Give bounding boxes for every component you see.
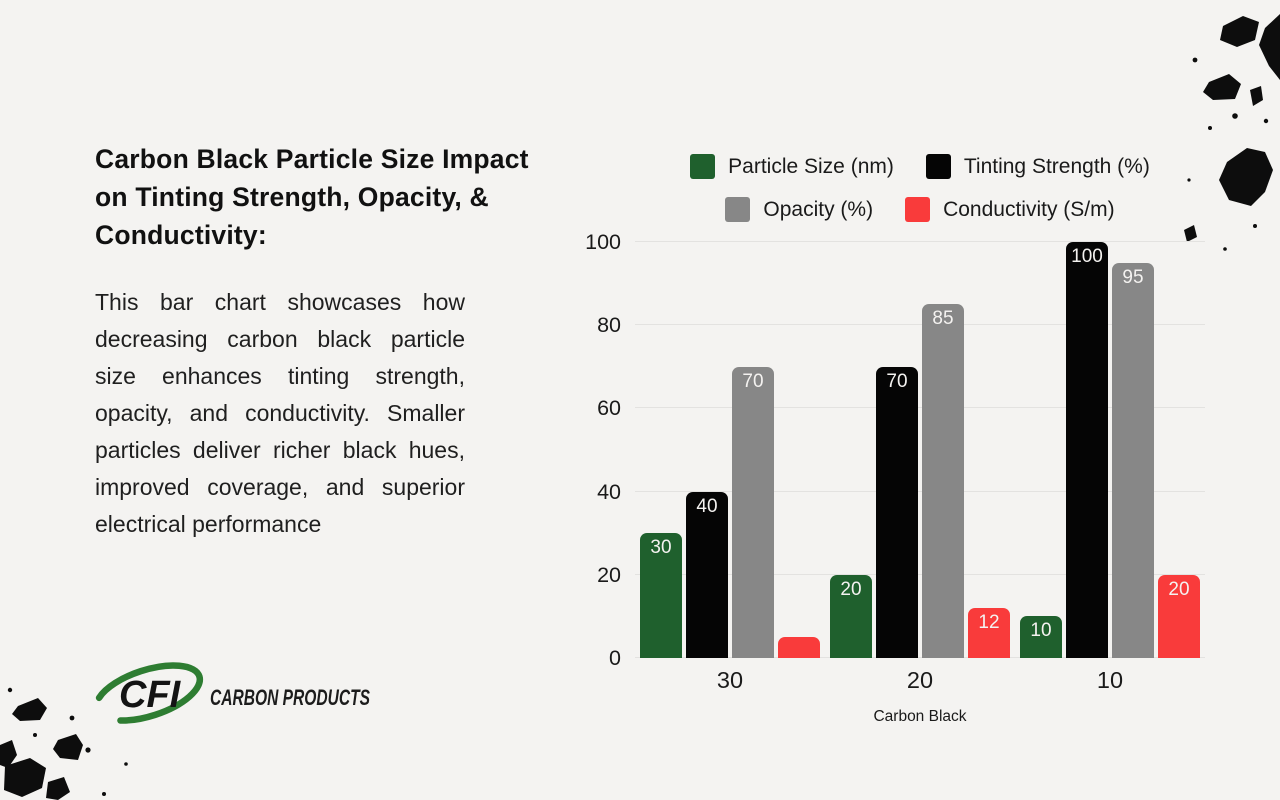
bar-value-label: 85 [932,308,954,330]
bar-value-label: 10 [1030,620,1052,642]
logo-swoosh-icon [92,662,204,724]
x-axis-title: Carbon Black [873,708,967,725]
bar-value-label: 30 [650,537,672,559]
bar-group-10: 10 100 95 20 [1020,242,1200,658]
bar-tinting-strength-20: 70 [876,366,918,658]
bar-tinting-strength-10: 100 [1066,242,1108,658]
legend-item-tinting-strength: Tinting Strength (%) [925,154,1150,179]
legend-label: Particle Size (nm) [728,154,894,178]
bar-value-label: 12 [978,612,1000,634]
logo-wordmark: CARBON PRODUCTS [210,685,370,710]
y-axis-tick-40: 40 [597,479,621,504]
legend-swatch-icon [690,154,716,179]
bar-conductivity-s-m-20: 12 [968,608,1010,658]
gridline-20 [635,573,1205,575]
y-axis-tick-60: 60 [597,396,621,421]
gridline-80 [635,324,1205,326]
bar-tinting-strength-30: 40 [686,491,728,658]
gridline-60 [635,407,1205,409]
bar-value-label: 20 [1168,578,1190,600]
bar-chart: Particle Size (nm) Tinting Strength (%) Op… [575,148,1215,738]
x-axis-tick-10: 10 [1096,667,1124,693]
chart-plot-area: 0 20 40 60 80 100 30 40 70 30 20 70 85 12 20 10 100 95 20 1… [585,230,1205,725]
legend-item-opacity: Opacity (%) [725,197,873,222]
legend-label: Conductivity (S/m) [943,197,1115,221]
legend-item-conductivity-s-m: Conductivity (S/m) [905,197,1115,222]
gridline-0 [635,657,1205,658]
bar-value-label: 100 [1071,246,1103,267]
bar-value-label: 70 [742,370,764,392]
bar-value-label: 95 [1122,266,1144,288]
text-column: Carbon Black Particle Size Impact on Tin… [95,140,563,543]
legend-swatch-icon [725,197,751,222]
legend-swatch-icon [905,197,931,222]
bar-opacity-10: 95 [1112,262,1154,658]
y-axis-tick-80: 80 [597,313,621,338]
legend-item-particle-size-nm: Particle Size (nm) [690,154,894,179]
cfi-carbon-products-logo: CFI CARBON PRODUCTS [92,662,370,724]
bar-particle-size-nm-30: 30 [640,533,682,658]
gridline-100 [635,241,1205,242]
bar-value-label: 20 [840,578,862,600]
bar-opacity-30: 70 [732,366,774,658]
bar-value-label: 40 [696,495,718,517]
description-paragraph: This bar chart showcases how decreasing … [95,289,465,537]
bar-group-30: 30 40 70 [640,366,820,658]
gridline-40 [635,490,1205,492]
chart-legend: Particle Size (nm) Tinting Strength (%) Op… [635,154,1205,222]
y-axis-tick-20: 20 [597,562,621,587]
bar-value-label: 70 [886,370,908,392]
y-axis-tick-100: 100 [585,230,621,254]
legend-swatch-icon [925,154,951,179]
legend-row: Opacity (%) Conductivity (S/m) [725,197,1115,222]
bar-opacity-20: 85 [922,304,964,658]
x-axis-tick-20: 20 [906,667,934,693]
legend-label: Opacity (%) [763,197,874,221]
y-axis-tick-0: 0 [609,646,621,670]
legend-row: Particle Size (nm) Tinting Strength (%) [690,154,1150,179]
x-axis-tick-30: 30 [716,667,744,693]
bar-particle-size-nm-20: 20 [830,574,872,658]
bar-group-20: 20 70 85 12 [830,304,1010,658]
bar-conductivity-s-m-30 [778,637,820,658]
legend-label: Tinting Strength (%) [963,154,1150,178]
page-title: Carbon Black Particle Size Impact on Tin… [95,144,529,250]
bar-particle-size-nm-10: 10 [1020,616,1062,658]
bar-conductivity-s-m-10: 20 [1158,574,1200,658]
logo-monogram: CFI [119,674,182,716]
